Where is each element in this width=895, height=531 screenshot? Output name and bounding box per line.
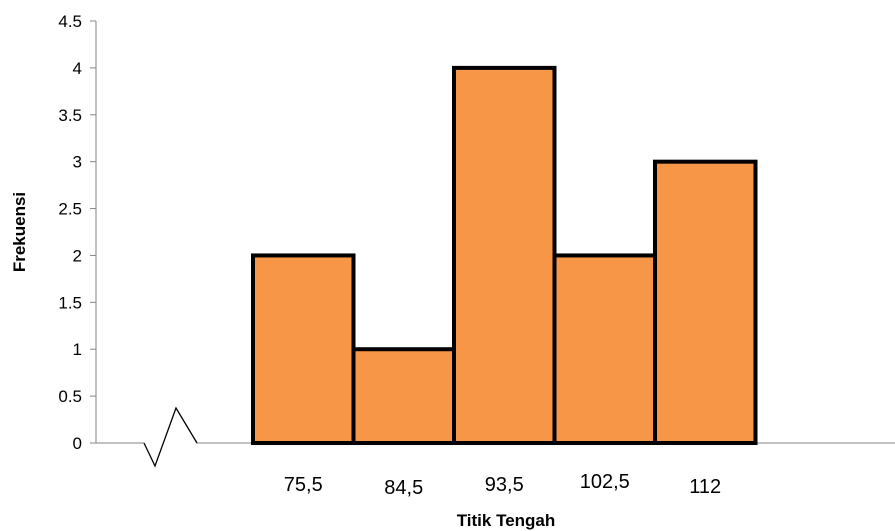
category-labels: 75,5 84,5 93,5 102,5 112: [284, 471, 721, 499]
bar: [552, 253, 657, 445]
bar: [251, 253, 356, 445]
y-axis: 0 0.5 1 1.5 2 2.5 3 3.5 4 4.5: [58, 12, 97, 453]
x-category-label: 102,5: [580, 471, 630, 493]
bar: [351, 347, 456, 446]
y-tick-label: 0.5: [58, 387, 82, 406]
x-category-label: 93,5: [485, 474, 524, 496]
y-tick-label: 2.5: [58, 200, 82, 219]
y-tick-label: 1: [73, 340, 82, 359]
y-tick-label: 2: [73, 246, 82, 265]
x-category-label: 84,5: [384, 477, 423, 499]
y-tick-label: 3.5: [58, 106, 82, 125]
y-tick-label: 1.5: [58, 293, 82, 312]
y-tick-label: 0: [73, 434, 82, 453]
bars: [251, 65, 758, 446]
bar: [653, 159, 758, 446]
y-tick-label: 3: [73, 153, 82, 172]
x-axis-title: Titik Tengah: [457, 511, 556, 530]
x-category-label: 75,5: [284, 474, 323, 496]
y-tick-label: 4: [73, 59, 82, 78]
y-axis-title: Frekuensi: [10, 192, 29, 272]
bar: [452, 65, 557, 445]
y-tick-label: 4.5: [58, 12, 82, 31]
axis-break-mark: [143, 406, 198, 468]
x-category-label: 112: [689, 476, 721, 498]
